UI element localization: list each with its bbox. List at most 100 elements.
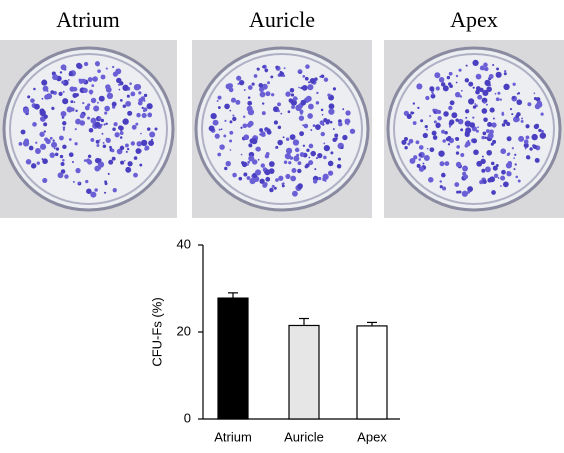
colony: [285, 147, 293, 154]
colony: [23, 107, 30, 114]
colony: [485, 129, 490, 134]
colony: [455, 74, 459, 78]
colony: [74, 142, 78, 146]
colony: [306, 148, 310, 152]
colony: [468, 81, 474, 87]
colony: [141, 139, 148, 147]
colony: [423, 155, 430, 161]
colony: [337, 157, 341, 161]
colony: [64, 174, 69, 179]
colony: [307, 81, 311, 84]
colony: [59, 154, 64, 159]
colony: [487, 121, 493, 127]
colony: [261, 111, 266, 116]
colony: [122, 104, 127, 108]
colony: [514, 163, 517, 166]
colony: [418, 145, 424, 150]
colony: [481, 108, 488, 114]
colony: [254, 169, 262, 176]
colony: [497, 177, 500, 179]
colony: [525, 155, 531, 160]
colony: [415, 140, 420, 145]
colony: [520, 119, 524, 123]
colony: [500, 148, 507, 155]
colony: [133, 156, 138, 160]
colony: [111, 148, 115, 153]
colony: [483, 101, 486, 104]
colony: [495, 71, 502, 78]
colony: [33, 87, 36, 91]
colony: [58, 91, 63, 96]
colony: [288, 161, 292, 165]
colony: [292, 96, 298, 101]
colony: [265, 91, 271, 97]
colony: [518, 135, 525, 142]
colony: [426, 147, 429, 150]
colony: [218, 128, 221, 131]
colony: [249, 178, 256, 185]
colony: [59, 135, 64, 141]
colony: [404, 146, 408, 150]
colony: [147, 112, 153, 118]
colony: [216, 100, 219, 102]
colony: [327, 160, 334, 167]
colony: [237, 82, 240, 85]
colony: [316, 91, 319, 95]
colony: [513, 157, 515, 159]
colony: [35, 141, 38, 144]
colony: [255, 146, 261, 152]
colony: [95, 139, 100, 144]
colony: [75, 167, 81, 174]
colony: [90, 117, 97, 124]
colony: [104, 191, 107, 194]
colony: [76, 62, 82, 69]
colony: [154, 127, 158, 131]
colony: [290, 175, 297, 182]
colony: [97, 161, 105, 168]
colony: [289, 88, 295, 93]
colony: [87, 159, 93, 165]
colony: [484, 66, 489, 72]
colony: [464, 78, 470, 83]
colony: [104, 111, 108, 115]
colony: [247, 85, 253, 90]
colony: [326, 119, 331, 123]
colony: [472, 86, 475, 89]
colony: [515, 175, 518, 179]
colony: [301, 85, 308, 91]
colony: [484, 79, 491, 86]
colony: [39, 131, 45, 137]
colony: [456, 145, 461, 149]
y-tick-label: 40: [177, 236, 191, 251]
colony: [277, 125, 282, 130]
colony: [320, 108, 324, 112]
colony: [442, 139, 446, 143]
colony: [143, 93, 148, 98]
colony: [140, 132, 142, 135]
colony: [69, 71, 73, 75]
colony: [323, 155, 327, 160]
colony: [455, 81, 458, 84]
colony: [456, 190, 460, 194]
colony: [262, 182, 268, 188]
colony: [243, 89, 246, 92]
colony: [236, 75, 242, 81]
colony: [119, 99, 123, 102]
colony: [126, 94, 130, 98]
y-axis-label: CFU-Fs (%): [149, 297, 164, 366]
colony: [444, 161, 450, 166]
colony: [457, 118, 464, 125]
colony: [51, 141, 58, 148]
colony: [307, 84, 314, 91]
colony: [127, 161, 133, 167]
colony: [30, 98, 35, 103]
colony: [68, 152, 74, 157]
colony: [319, 75, 322, 78]
colony: [481, 135, 485, 140]
colony: [62, 126, 66, 130]
colony: [332, 137, 337, 143]
colony: [270, 75, 274, 79]
colony: [283, 160, 288, 164]
colony: [454, 91, 461, 98]
colony: [307, 113, 313, 119]
